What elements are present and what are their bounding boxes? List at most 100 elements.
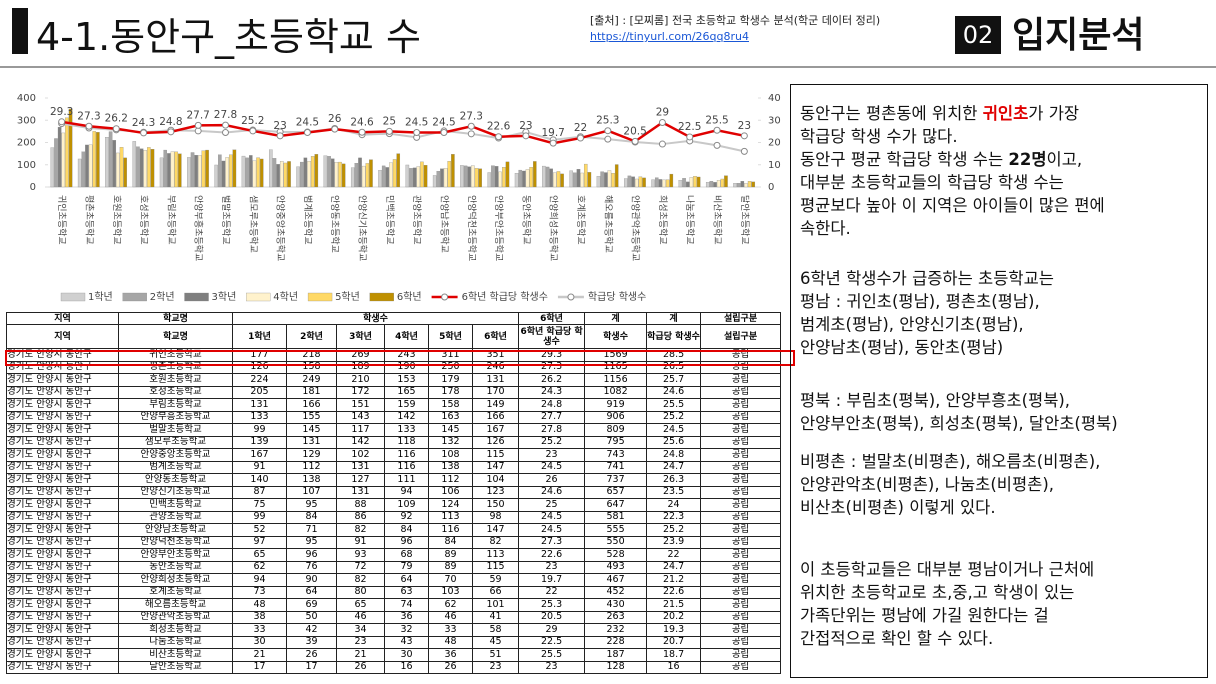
table-cell: 경기도 안양시 동안구 (6, 573, 119, 587)
table-cell: 138 (428, 460, 473, 474)
table-row: 경기도 안양시 동안구 안양남초등학교 52 71 82 84 116 147 24.5 555 2… (6, 523, 782, 537)
table-row: 경기도 안양시 동안구 범계초등학교 91 112 131 116 138 147 24.5 74… (6, 460, 782, 474)
x-tick-label: 벌말초등학교 (220, 195, 232, 245)
bar (287, 161, 291, 188)
table-cell: 26 (428, 660, 473, 674)
table-cell: 공립 (700, 660, 782, 674)
table-cell: 150 (471, 498, 520, 512)
section-number: 02 (955, 16, 1001, 54)
table-cell: 79 (384, 560, 429, 574)
table-cell: 23 (336, 635, 385, 649)
table-cell: 143 (336, 410, 385, 424)
table-cell: 113 (428, 510, 473, 524)
bar (614, 164, 619, 188)
table-cell: 경기도 안양시 동안구 (6, 435, 119, 449)
table-cell: 16 (384, 660, 429, 674)
bar (432, 175, 437, 188)
bar (283, 162, 288, 188)
bar (638, 176, 643, 188)
table-cell: 124 (428, 498, 473, 512)
source-link[interactable]: https://tinyurl.com/26qq8ru4 (590, 30, 749, 43)
table-cell: 경기도 안양시 동안구 (6, 623, 119, 637)
bar (412, 167, 417, 188)
bar (529, 167, 533, 188)
bar (174, 151, 178, 188)
note-line: 가족단위는 평남에 가길 원한다는 걸 (800, 606, 1049, 625)
table-cell: 20.2 (646, 610, 702, 624)
header-cell: 2학년 (286, 324, 337, 349)
bar (105, 137, 109, 188)
table-row: 경기도 안양시 동안구 민백초등학교 75 95 88 109 124 150 25 647 24 공… (6, 498, 782, 512)
table-cell: 205 (232, 385, 287, 399)
bar (522, 170, 526, 188)
table-row: 경기도 안양시 동안구 희성초등학교 33 42 34 32 33 58 29 232 19.3 공립 (6, 623, 782, 637)
table-cell: 84 (384, 523, 429, 537)
table-cell: 95 (286, 498, 337, 512)
table-cell: 430 (584, 598, 648, 612)
line-marker (85, 122, 93, 130)
table-cell: 108 (428, 448, 473, 462)
table-cell: 22.6 (518, 548, 586, 562)
bar (733, 183, 737, 188)
table-cell: 95 (286, 535, 337, 549)
table-cell: 145 (286, 423, 337, 437)
bar (463, 165, 468, 188)
bar (518, 169, 522, 188)
y-tick-label: 200 (17, 138, 36, 149)
header-cell: 지역 (6, 312, 119, 325)
y2-tick-label: 10 (768, 160, 781, 171)
table-cell: 187 (584, 648, 648, 662)
table-cell: 743 (584, 448, 648, 462)
legend-swatch (60, 292, 86, 302)
bar (341, 163, 346, 188)
table-cell: 179 (428, 373, 473, 387)
table-cell: 안양관악초등학교 (118, 610, 233, 624)
bar (396, 153, 401, 188)
bar (596, 176, 601, 188)
table-row: 경기도 안양시 동안구 관양초등학교 99 84 86 92 113 98 24.5 581 22.… (6, 510, 782, 524)
table-cell: 159 (384, 398, 429, 412)
table-row: 경기도 안양시 동안구 안양동초등학교 140 138 127 111 112 104 26 73… (6, 473, 782, 487)
y2-tick-label: 0 (768, 182, 774, 193)
table-cell: 65 (232, 548, 287, 562)
table-cell: 131 (336, 460, 385, 474)
x-tick-label: 귀인초등학교 (56, 195, 67, 245)
bar (724, 175, 728, 188)
table-cell: 안양중앙초등학교 (118, 448, 233, 462)
table-cell: 23 (471, 660, 520, 674)
table-cell: 관양초등학교 (118, 510, 233, 524)
table-cell: 24.7 (646, 560, 702, 574)
bar (716, 180, 721, 188)
bar (611, 173, 615, 188)
legend-marker (567, 293, 575, 301)
chart: 0 100 200 300 400 0 10 20 30 40 귀인초등학교 평촌초등학교 호원초등학교… (17, 93, 781, 303)
table-cell: 809 (584, 423, 648, 437)
table-cell: 94 (232, 573, 287, 587)
table-cell: 달안초등학교 (118, 660, 233, 674)
table-cell: 공립 (700, 410, 782, 424)
table-cell: 부림초등학교 (118, 398, 233, 412)
bar (310, 156, 315, 188)
table-cell: 129 (286, 448, 337, 462)
source: [출처] : [모찌롬] 전국 초등학교 학생수 분석(학군 데이터 정리) (590, 14, 881, 27)
data-label: 22.5 (678, 121, 701, 133)
table-cell: 149 (471, 398, 520, 412)
data-label: 23 (273, 120, 286, 132)
table-cell: 경기도 안양시 동안구 (6, 635, 119, 649)
table-cell: 70 (428, 573, 473, 587)
table-cell: 80 (336, 585, 385, 599)
note-text: 이고, (1046, 150, 1083, 169)
table-cell: 163 (428, 410, 473, 424)
note-line: 평북 : 부림초(평북), 안양부흥초(평북), (800, 391, 1071, 410)
table-cell: 공립 (700, 548, 782, 562)
data-label: 19.7 (541, 127, 564, 139)
data-label: 27.8 (214, 109, 237, 121)
table-cell: 26 (518, 473, 586, 487)
table-cell: 경기도 안양시 동안구 (6, 498, 119, 512)
header-cell: 5학년 (428, 324, 473, 349)
table-cell: 178 (428, 385, 473, 399)
table-cell: 139 (232, 435, 287, 449)
table-cell: 24.5 (518, 523, 586, 537)
table-cell: 581 (584, 510, 648, 524)
bar (409, 168, 413, 188)
